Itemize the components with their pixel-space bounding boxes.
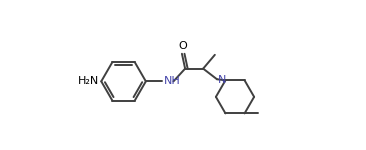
Text: N: N	[218, 75, 227, 85]
Text: H₂N: H₂N	[78, 76, 99, 86]
Text: NH: NH	[164, 76, 180, 86]
Text: O: O	[179, 41, 188, 51]
